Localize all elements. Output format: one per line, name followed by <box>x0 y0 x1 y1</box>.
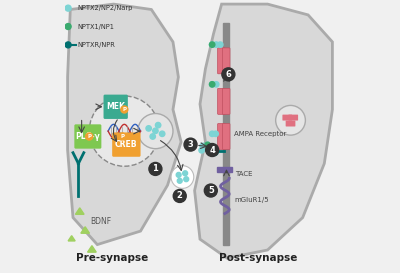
Polygon shape <box>88 246 96 252</box>
Circle shape <box>138 114 173 149</box>
FancyBboxPatch shape <box>282 115 292 121</box>
Circle shape <box>183 171 188 176</box>
Polygon shape <box>68 236 75 241</box>
Text: CREB: CREB <box>115 140 138 149</box>
Circle shape <box>150 134 156 139</box>
Circle shape <box>199 148 204 153</box>
Circle shape <box>210 131 215 136</box>
FancyBboxPatch shape <box>288 115 298 121</box>
Text: 4: 4 <box>209 146 215 155</box>
Polygon shape <box>194 4 332 258</box>
Text: MEK: MEK <box>106 102 125 111</box>
Text: 5: 5 <box>208 186 214 195</box>
Text: P: P <box>122 107 126 112</box>
Circle shape <box>184 138 197 151</box>
Circle shape <box>210 82 215 87</box>
Text: NPTXR/NPR: NPTXR/NPR <box>78 42 116 48</box>
Circle shape <box>176 173 181 177</box>
FancyBboxPatch shape <box>218 48 225 74</box>
Text: TACE: TACE <box>234 171 252 177</box>
Circle shape <box>214 82 219 87</box>
Text: NPTX2/NP2/Narp: NPTX2/NP2/Narp <box>78 5 133 11</box>
FancyBboxPatch shape <box>104 95 128 119</box>
Circle shape <box>156 123 161 128</box>
FancyBboxPatch shape <box>222 88 230 114</box>
Circle shape <box>121 106 128 113</box>
Circle shape <box>177 178 182 183</box>
Bar <box>223 23 229 245</box>
Circle shape <box>210 42 215 47</box>
Text: mGluR1/5: mGluR1/5 <box>234 197 269 203</box>
Circle shape <box>276 105 305 135</box>
Text: 3: 3 <box>188 140 194 149</box>
Circle shape <box>200 143 206 149</box>
Circle shape <box>160 131 165 136</box>
Text: 2: 2 <box>177 191 183 200</box>
Circle shape <box>146 126 151 131</box>
Circle shape <box>153 128 158 133</box>
Circle shape <box>119 133 126 140</box>
Circle shape <box>184 177 189 182</box>
Circle shape <box>173 189 186 203</box>
Circle shape <box>218 42 223 47</box>
Text: PLC-γ: PLC-γ <box>76 132 100 141</box>
Circle shape <box>210 42 215 47</box>
Text: P: P <box>87 134 91 139</box>
Circle shape <box>65 23 71 29</box>
FancyBboxPatch shape <box>222 123 230 150</box>
FancyBboxPatch shape <box>218 88 225 114</box>
FancyBboxPatch shape <box>222 48 230 74</box>
Text: Post-synapse: Post-synapse <box>219 253 297 263</box>
Text: P: P <box>120 134 124 139</box>
Circle shape <box>86 133 93 140</box>
Circle shape <box>210 147 218 156</box>
Text: 6: 6 <box>226 70 231 79</box>
Polygon shape <box>68 4 181 245</box>
Circle shape <box>65 5 71 11</box>
FancyBboxPatch shape <box>112 132 140 157</box>
Polygon shape <box>76 208 84 214</box>
Circle shape <box>206 144 219 156</box>
Circle shape <box>213 131 218 136</box>
Text: Pre-synapse: Pre-synapse <box>76 253 148 263</box>
Text: 1: 1 <box>152 164 158 173</box>
Circle shape <box>222 68 235 81</box>
Circle shape <box>205 142 210 148</box>
Text: NPTX1/NP1: NPTX1/NP1 <box>78 23 115 29</box>
Circle shape <box>210 82 215 87</box>
Text: BDNF: BDNF <box>90 217 112 226</box>
Circle shape <box>149 162 162 176</box>
Circle shape <box>214 42 219 47</box>
Circle shape <box>89 96 160 166</box>
Bar <box>217 167 232 172</box>
Circle shape <box>204 184 217 197</box>
Circle shape <box>65 42 71 48</box>
FancyBboxPatch shape <box>74 124 101 149</box>
FancyBboxPatch shape <box>286 121 295 126</box>
Circle shape <box>171 166 194 188</box>
Text: AMPA Receptor: AMPA Receptor <box>234 131 286 137</box>
FancyBboxPatch shape <box>218 123 225 150</box>
Polygon shape <box>81 227 90 233</box>
Circle shape <box>205 142 210 148</box>
